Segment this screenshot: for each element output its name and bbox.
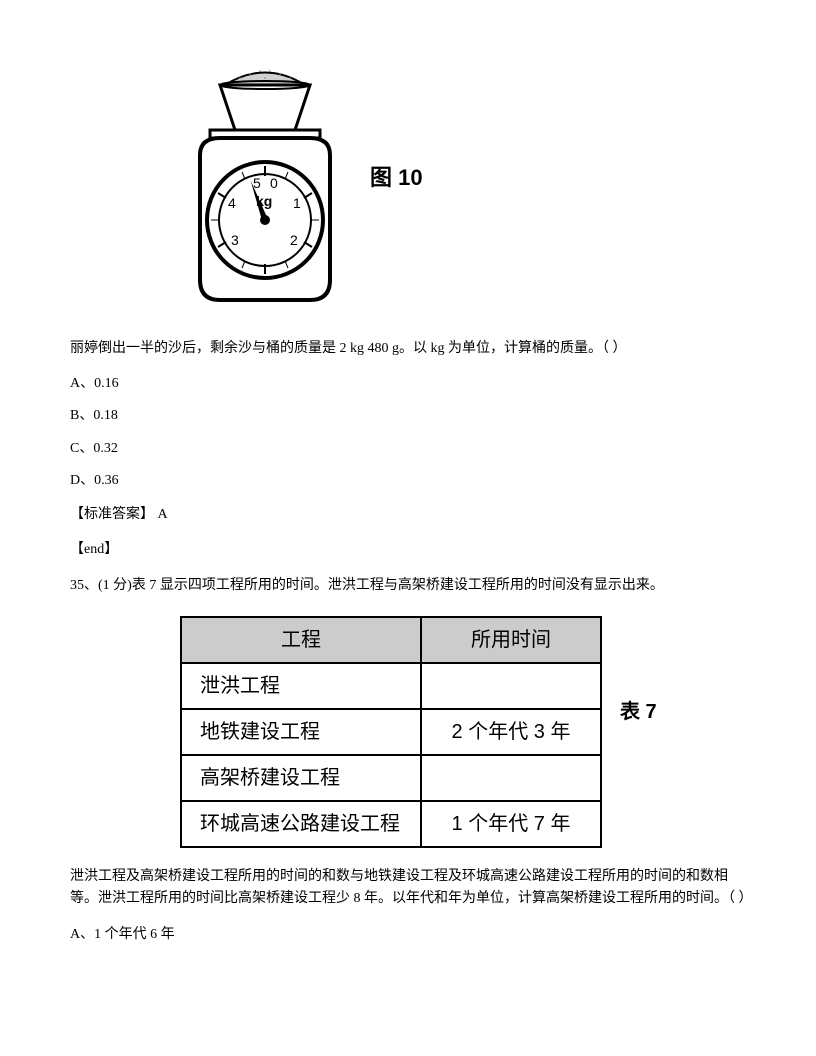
q34-option-d: D、0.36 [70,470,746,492]
table-row: 地铁建设工程 2 个年代 3 年 [181,709,601,755]
svg-text:2: 2 [290,232,298,248]
cell-project: 地铁建设工程 [181,709,421,755]
table-7-wrap: 工程 所用时间 泄洪工程 地铁建设工程 2 个年代 3 年 高架桥建设工程 环城… [180,616,746,848]
figure-10: 5 0 1 4 2 3 kg 图 10 [170,60,470,318]
cell-time: 2 个年代 3 年 [421,709,601,755]
svg-text:1: 1 [293,195,301,211]
table-7: 工程 所用时间 泄洪工程 地铁建设工程 2 个年代 3 年 高架桥建设工程 环城… [180,616,602,848]
q34-option-b: B、0.18 [70,405,746,427]
svg-text:0: 0 [270,175,278,191]
q34-stem: 丽婷倒出一半的沙后，剩余沙与桶的质量是 2 kg 480 g。以 kg 为单位，… [70,338,746,360]
q35-option-a: A、1 个年代 6 年 [70,924,746,946]
cell-project: 环城高速公路建设工程 [181,801,421,847]
q35-number-line: 35、(1 分)表 7 显示四项工程所用的时间。泄洪工程与高架桥建设工程所用的时… [70,575,746,597]
q34-answer: 【标准答案】 A [70,504,746,526]
q34-option-a: A、0.16 [70,373,746,395]
q35-para: 泄洪工程及高架桥建设工程所用的时间的和数与地铁建设工程及环城高速公路建设工程所用… [70,866,746,911]
cell-project: 泄洪工程 [181,663,421,709]
table-row: 高架桥建设工程 [181,755,601,801]
table-7-label: 表 7 [620,696,657,728]
header-time: 所用时间 [421,617,601,663]
cell-time: 1 个年代 7 年 [421,801,601,847]
cell-time [421,755,601,801]
svg-text:4: 4 [228,195,236,211]
table-row: 泄洪工程 [181,663,601,709]
q34-end: 【end】 [70,539,746,561]
table-header-row: 工程 所用时间 [181,617,601,663]
table-row: 环城高速公路建设工程 1 个年代 7 年 [181,801,601,847]
cell-project: 高架桥建设工程 [181,755,421,801]
cell-time [421,663,601,709]
header-project: 工程 [181,617,421,663]
q34-option-c: C、0.32 [70,438,746,460]
svg-text:3: 3 [231,232,239,248]
figure-10-label: 图 10 [370,160,423,195]
scale-svg: 5 0 1 4 2 3 kg [170,60,360,310]
